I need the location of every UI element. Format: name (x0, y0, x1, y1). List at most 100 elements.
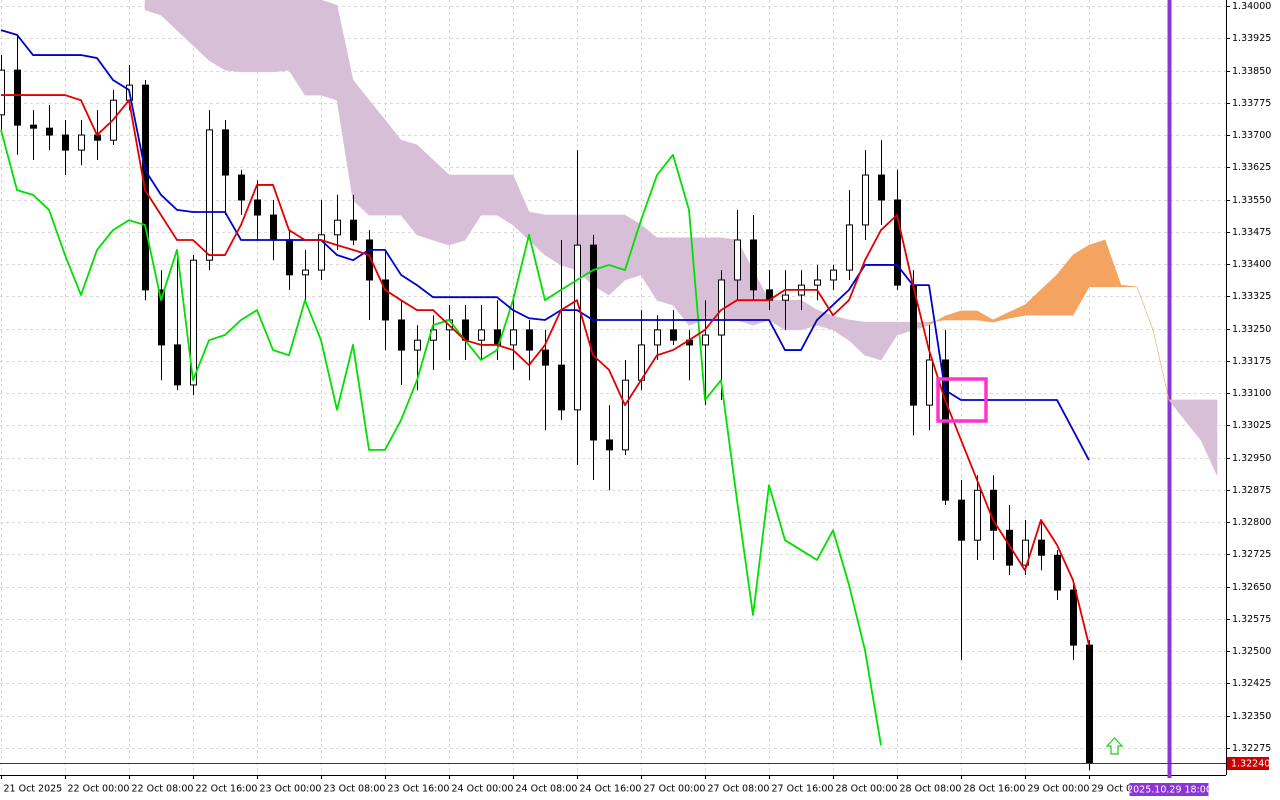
candle-body (222, 129, 229, 176)
cloud-segment (192, 0, 210, 61)
candle-body (702, 334, 709, 346)
y-tick-label: 1.33550 (1232, 195, 1271, 206)
y-tick-label: 1.33775 (1232, 98, 1271, 109)
cloud-segment (304, 0, 322, 96)
x-tick-label: 28 Oct 16:00 (964, 784, 1026, 795)
y-tick-label: 1.33100 (1232, 388, 1271, 399)
candle-body (190, 259, 197, 386)
y-tick-label: 1.32650 (1232, 582, 1271, 593)
candle-body (590, 244, 597, 441)
y-tick-label: 1.33400 (1232, 259, 1271, 270)
cloud-segment (240, 0, 258, 73)
y-tick-label: 1.32725 (1232, 549, 1271, 560)
candle-body (62, 134, 69, 151)
candle-body (782, 294, 789, 301)
y-tick-label: 1.33175 (1232, 356, 1271, 367)
period-label-box (1129, 783, 1209, 796)
candle-body (414, 339, 421, 351)
candle-body (654, 329, 661, 346)
candle-body (1070, 589, 1077, 646)
cloud-segment (176, 0, 194, 46)
x-tick-label: 22 Oct 00:00 (68, 784, 130, 795)
y-tick-label: 1.32275 (1232, 743, 1271, 754)
y-tick-label: 1.33025 (1232, 420, 1271, 431)
candle-body (366, 239, 373, 281)
cloud-segment (960, 310, 978, 321)
y-tick-label: 1.32500 (1232, 646, 1271, 657)
cloud-segment (1120, 284, 1138, 288)
candle-body (926, 359, 933, 406)
cloud-segment (256, 0, 274, 73)
candle-body (1086, 644, 1093, 764)
y-tick-label: 1.32575 (1232, 614, 1271, 625)
cloud-segment (208, 0, 226, 71)
y-tick-label: 1.32425 (1232, 678, 1271, 689)
candle-body (878, 174, 885, 201)
up-arrow (1105, 737, 1124, 755)
candle-body (958, 499, 965, 541)
candle-body (750, 239, 757, 291)
y-tick-label: 1.32875 (1232, 485, 1271, 496)
x-tick-label: 24 Oct 08:00 (516, 784, 578, 795)
cloud-segment (288, 0, 306, 97)
candle-body (30, 124, 37, 129)
period-label: 2025.10.29 18:00 (1127, 785, 1212, 796)
x-tick-label: 27 Oct 16:00 (772, 784, 834, 795)
candle-body (478, 329, 485, 341)
last-price-label: 1.32240 (1231, 759, 1270, 770)
x-tick-label: 29 Oct 00:00 (1028, 784, 1090, 795)
candle-body (622, 379, 629, 451)
cloud-segment (1200, 399, 1218, 476)
candle-body (1038, 539, 1045, 556)
candle-body (510, 329, 517, 346)
cloud-segment (448, 174, 466, 246)
candle-body (206, 129, 213, 261)
x-tick-label: 28 Oct 00:00 (836, 784, 898, 795)
candle-body (974, 489, 981, 541)
cloud-segment (864, 321, 882, 361)
candle-body (174, 344, 181, 386)
candle-body (830, 269, 837, 281)
candle-body (1054, 554, 1061, 591)
x-tick-label: 22 Oct 08:00 (132, 784, 194, 795)
candle-body (990, 489, 997, 531)
x-tick-label: 21 Oct 2025 (4, 784, 63, 795)
candle-body (318, 234, 325, 271)
cloud-segment (144, 0, 162, 16)
candle-body (942, 359, 949, 501)
indicator-line (0, 29, 1090, 461)
plot-area (0, 0, 1226, 775)
candle-body (350, 219, 357, 241)
candle-body (302, 269, 309, 276)
candle-body (142, 84, 149, 291)
candle-body (78, 134, 85, 151)
candle-body (334, 219, 341, 236)
candle-body (910, 284, 917, 406)
cloud-segment (784, 299, 802, 331)
x-tick-label: 22 Oct 16:00 (196, 784, 258, 795)
cloud-segment (160, 0, 178, 31)
annotations (936, 377, 1124, 755)
candle-body (398, 319, 405, 351)
indicator-line (0, 129, 882, 746)
candle-body (286, 239, 293, 276)
x-tick-label: 28 Oct 08:00 (900, 784, 962, 795)
cloud-segment (432, 159, 450, 246)
candle-body (862, 174, 869, 226)
candle-body (526, 329, 533, 351)
candle-body (158, 289, 165, 346)
grid (0, 0, 1226, 775)
candle-body (270, 214, 277, 241)
cloud-segment (224, 0, 242, 73)
cloud-segment (1088, 239, 1106, 288)
candle-body (606, 439, 613, 451)
candle-body (1006, 529, 1013, 566)
candle-body (14, 69, 21, 126)
candle-body (814, 279, 821, 286)
y-tick-label: 1.33325 (1232, 291, 1271, 302)
x-tick-label: 23 Oct 16:00 (388, 784, 450, 795)
candle-body (238, 174, 245, 201)
x-tick-label: 29 Oct 08:00 (1092, 784, 1154, 795)
